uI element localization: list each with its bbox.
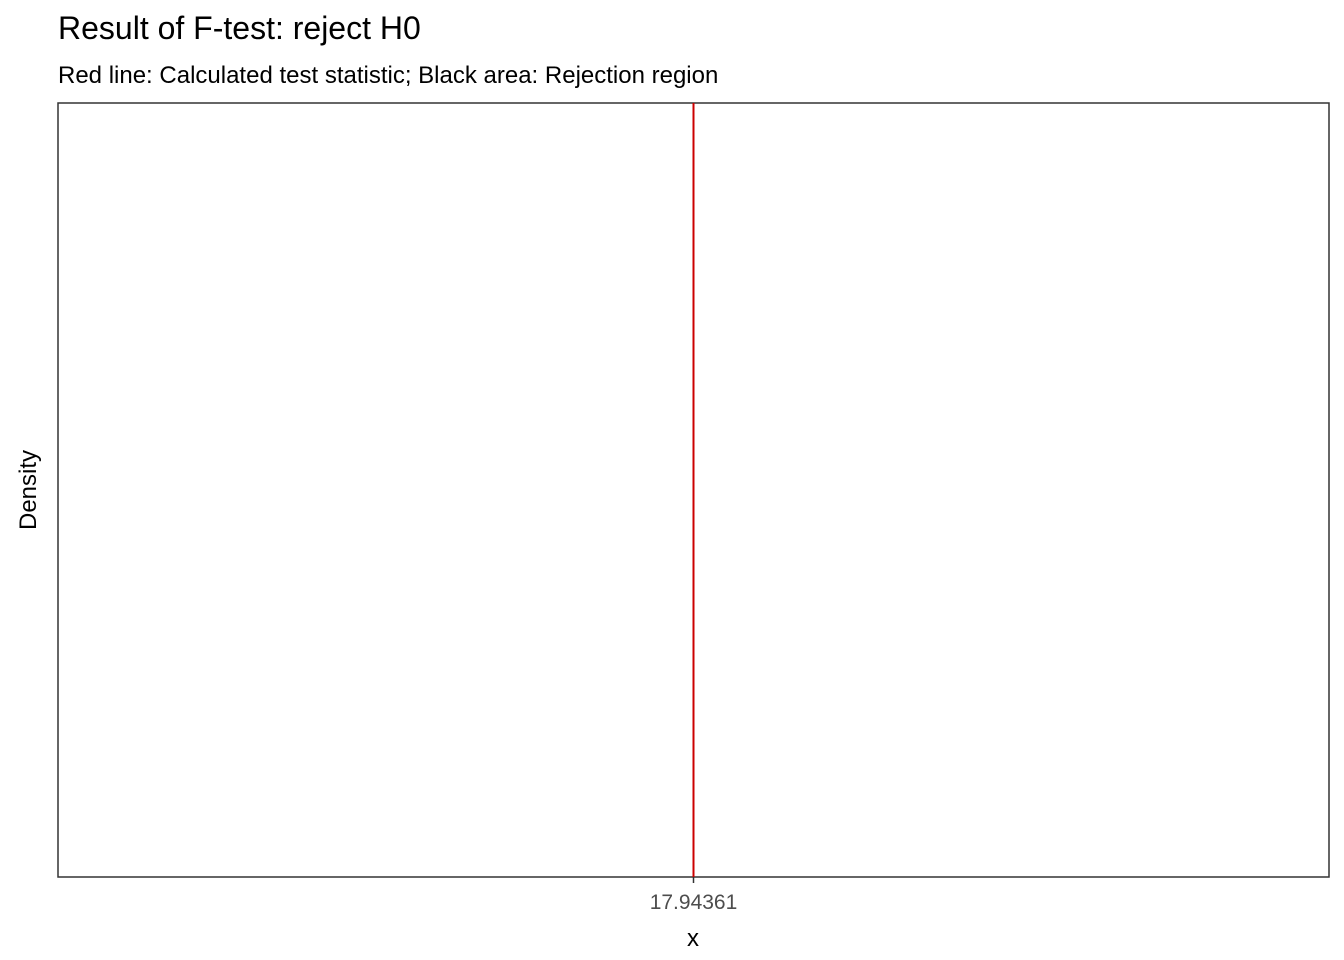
x-tick-label: 17.94361 bbox=[650, 891, 738, 914]
chart-title: Result of F-test: reject H0 bbox=[58, 10, 421, 46]
y-axis-label: Density bbox=[15, 450, 42, 530]
chart-subtitle: Red line: Calculated test statistic; Bla… bbox=[58, 62, 719, 89]
x-axis-label: x bbox=[687, 925, 699, 952]
